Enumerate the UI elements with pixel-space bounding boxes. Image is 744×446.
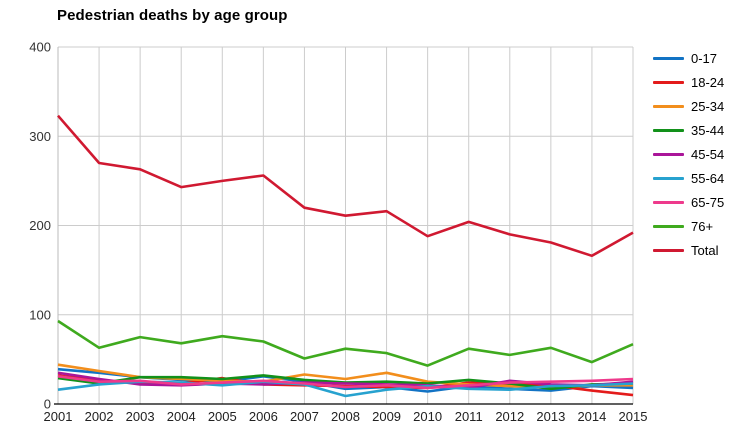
- legend-item[interactable]: Total: [653, 238, 724, 262]
- y-tick-label: 300: [29, 129, 51, 144]
- y-tick-label: 200: [29, 218, 51, 233]
- x-tick-label: 2006: [249, 409, 278, 424]
- legend-label: Total: [691, 242, 719, 258]
- x-tick-label: 2010: [413, 409, 442, 424]
- legend-swatch-line: [653, 104, 684, 108]
- x-tick-label: 2001: [44, 409, 73, 424]
- legend-swatch-line: [653, 200, 684, 204]
- legend-item[interactable]: 45-54: [653, 142, 724, 166]
- legend-item[interactable]: 25-34: [653, 94, 724, 118]
- legend-swatch-line: [653, 248, 684, 252]
- legend-label: 18-24: [691, 74, 725, 90]
- legend-item[interactable]: 76+: [653, 214, 724, 238]
- x-tick-label: 2008: [331, 409, 360, 424]
- legend: 0-17 18-24 25-34 35-44 45-54 55-64 65-75 76+ Tot…: [653, 46, 724, 262]
- legend-label: 65-75: [691, 194, 725, 210]
- legend-swatch-line: [653, 128, 684, 132]
- series-line-65-75: [57, 375, 634, 390]
- legend-label: 0-17: [691, 50, 718, 66]
- chart-title: Pedestrian deaths by age group: [57, 7, 288, 24]
- series-line-76+: [57, 319, 634, 367]
- x-tick-label: 2005: [208, 409, 237, 424]
- y-tick-label: 100: [29, 307, 51, 322]
- x-tick-label: 2003: [126, 409, 155, 424]
- x-tick-label: 2009: [372, 409, 401, 424]
- x-tick-label: 2014: [577, 409, 606, 424]
- legend-swatch-line: [653, 176, 684, 180]
- legend-item[interactable]: 18-24: [653, 70, 724, 94]
- legend-item[interactable]: 65-75: [653, 190, 724, 214]
- legend-label: 76+: [691, 218, 714, 234]
- x-tick-label: 2013: [536, 409, 565, 424]
- x-tick-label: 2012: [495, 409, 524, 424]
- legend-swatch-line: [653, 80, 684, 84]
- legend-label: 25-34: [691, 98, 725, 114]
- legend-swatch-line: [653, 224, 684, 228]
- series-line-Total: [57, 114, 634, 258]
- legend-label: 55-64: [691, 170, 725, 186]
- x-tick-label: 2002: [85, 409, 114, 424]
- x-tick-label: 2004: [167, 409, 196, 424]
- legend-label: 45-54: [691, 146, 725, 162]
- y-tick-label: 400: [29, 40, 51, 55]
- legend-item[interactable]: 35-44: [653, 118, 724, 142]
- legend-item[interactable]: 55-64: [653, 166, 724, 190]
- x-tick-label: 2011: [455, 409, 483, 424]
- x-tick-label: 2007: [290, 409, 319, 424]
- legend-item[interactable]: 0-17: [653, 46, 724, 70]
- legend-swatch-line: [653, 56, 684, 60]
- y-tick-label: 0: [44, 397, 51, 412]
- legend-swatch-line: [653, 152, 684, 156]
- legend-label: 35-44: [691, 122, 725, 138]
- x-tick-label: 2015: [619, 409, 648, 424]
